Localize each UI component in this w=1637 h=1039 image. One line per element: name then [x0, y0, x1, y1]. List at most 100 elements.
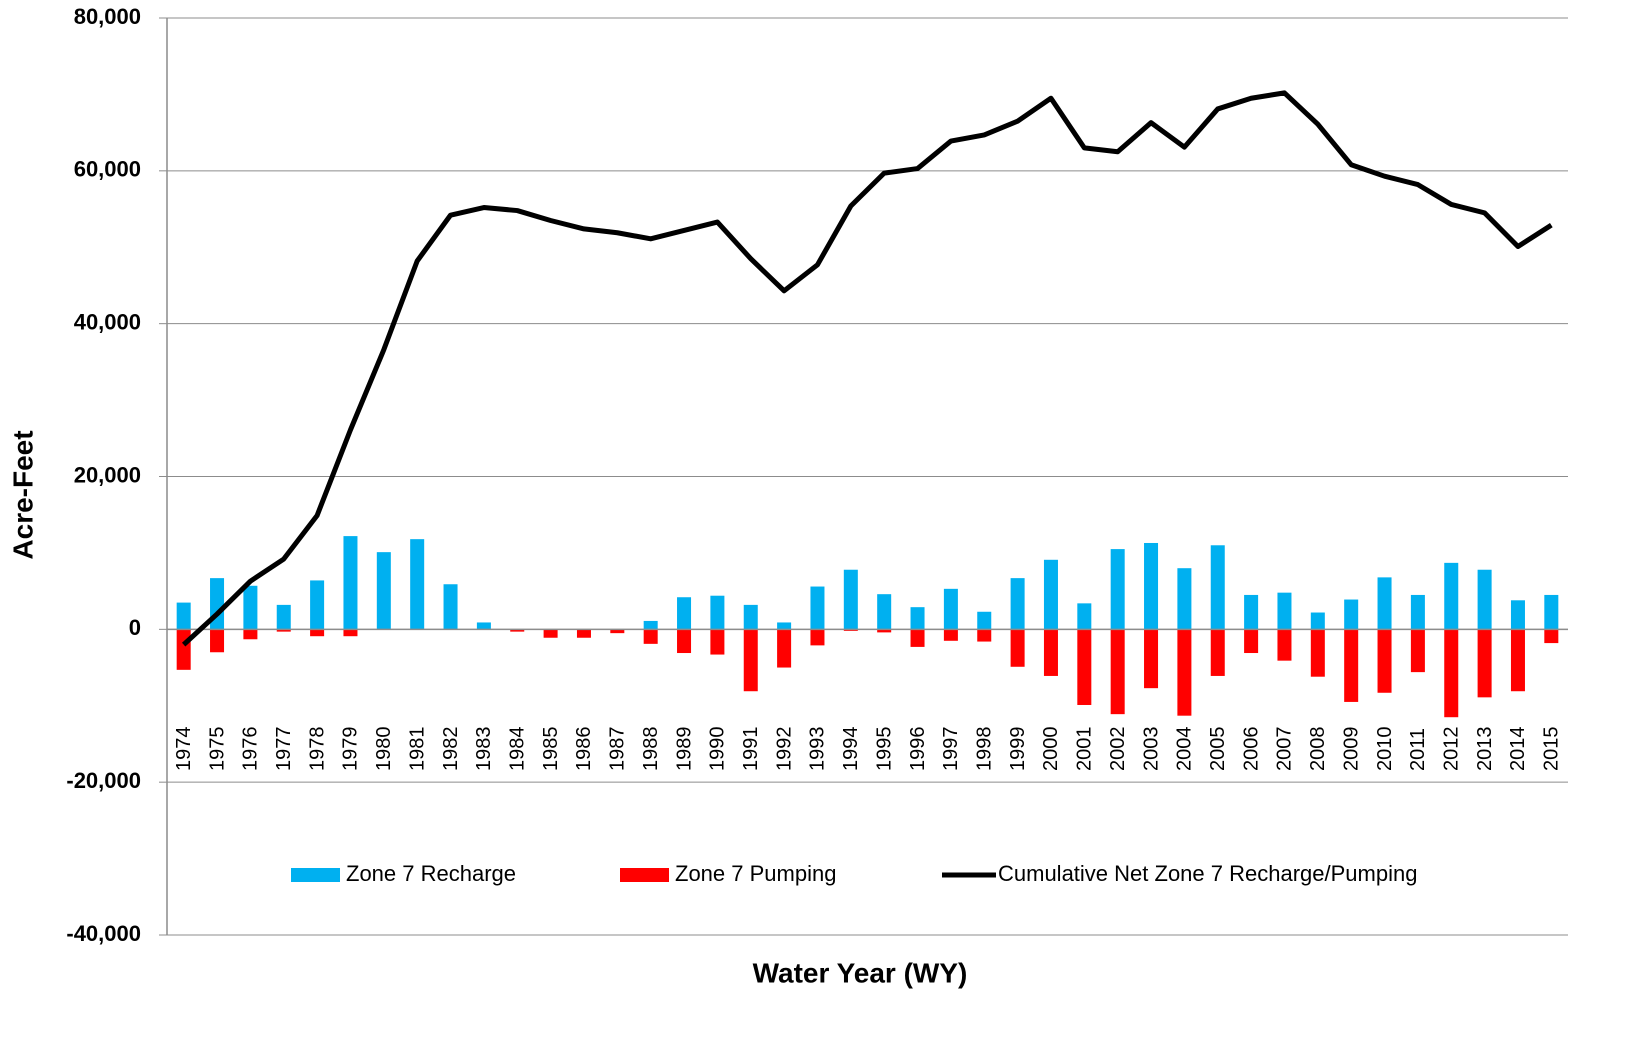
bar	[1377, 629, 1392, 693]
y-tick-label: 0	[129, 615, 141, 640]
bar	[1410, 629, 1425, 673]
x-tick-label: 1988	[640, 727, 662, 772]
bar	[910, 607, 925, 630]
x-tick-label: 1996	[907, 727, 929, 772]
x-tick-label: 1984	[507, 727, 529, 772]
bar	[1477, 569, 1492, 630]
bar	[1077, 603, 1092, 630]
x-tick-label: 2006	[1240, 727, 1262, 772]
bar	[1177, 629, 1192, 716]
legend-swatch	[291, 868, 340, 882]
x-tick-label: 2014	[1507, 727, 1529, 772]
x-tick-label: 1974	[173, 727, 195, 772]
bar	[543, 629, 558, 638]
bar	[943, 588, 958, 630]
bar	[176, 602, 191, 630]
bar	[1377, 577, 1392, 630]
x-tick-label: 1993	[807, 727, 829, 772]
bar	[610, 629, 625, 634]
bar	[510, 629, 525, 632]
x-tick-label: 1990	[707, 727, 729, 772]
x-tick-label: 2009	[1340, 727, 1362, 772]
x-tick-label: 1998	[974, 727, 996, 772]
bar	[343, 629, 358, 637]
x-tick-label: 1983	[473, 727, 495, 772]
x-axis-title: Water Year (WY)	[753, 957, 968, 988]
bar	[1177, 568, 1192, 630]
line	[181, 90, 1553, 647]
x-tick-label: 1999	[1007, 726, 1029, 771]
bar	[1277, 592, 1292, 630]
bar	[176, 629, 191, 670]
x-tick-label: 2010	[1374, 727, 1396, 772]
bar	[1077, 629, 1092, 705]
bar	[1010, 578, 1025, 630]
bar	[1310, 612, 1325, 630]
bar	[777, 629, 792, 668]
bar	[576, 629, 591, 638]
bar	[677, 629, 692, 654]
bar	[1444, 562, 1459, 630]
bar	[810, 629, 825, 646]
y-tick-label: 20,000	[74, 462, 141, 487]
legend-swatch	[620, 868, 669, 882]
x-tick-label: 1976	[240, 727, 262, 772]
bar	[243, 629, 258, 640]
bar	[410, 539, 425, 630]
x-tick-label: 1985	[540, 727, 562, 772]
bar	[1210, 629, 1225, 676]
bar	[943, 629, 958, 641]
bar	[1144, 542, 1159, 630]
y-tick-label: -20,000	[66, 768, 141, 793]
y-tick-label: 60,000	[74, 157, 141, 182]
bar	[1144, 629, 1159, 689]
bar	[1544, 629, 1559, 644]
y-axis-title: Acre-Feet	[7, 430, 38, 559]
x-tick-label: 2008	[1307, 727, 1329, 772]
bar	[310, 629, 325, 637]
x-tick-label: 1981	[406, 727, 428, 772]
legend-label: Cumulative Net Zone 7 Recharge/Pumping	[998, 861, 1417, 886]
x-tick-label: 2002	[1107, 727, 1129, 772]
bar	[910, 629, 925, 647]
bar	[877, 629, 892, 633]
bar	[1010, 629, 1025, 667]
y-tick-label: 80,000	[74, 4, 141, 29]
bar	[276, 629, 291, 632]
bar	[1043, 559, 1058, 630]
x-tick-label: 1980	[373, 727, 395, 772]
bar	[210, 629, 225, 653]
bar	[276, 604, 291, 630]
y-tick-label: 40,000	[74, 309, 141, 334]
bar	[743, 629, 758, 692]
bar	[743, 604, 758, 630]
bar	[310, 580, 325, 630]
bar	[843, 629, 858, 631]
bar	[476, 622, 491, 630]
bar	[1477, 629, 1492, 698]
bar	[1210, 545, 1225, 630]
bar	[777, 622, 792, 630]
bar	[243, 585, 258, 630]
bar	[643, 620, 658, 630]
bar	[977, 629, 992, 642]
x-tick-label: 1977	[273, 727, 295, 772]
bar	[1110, 629, 1125, 715]
bar	[343, 536, 358, 630]
x-tick-label: 2007	[1274, 727, 1296, 772]
x-tick-label: 2015	[1541, 727, 1563, 772]
x-tick-label: 2005	[1207, 727, 1229, 772]
x-tick-label: 1975	[206, 727, 228, 772]
x-tick-label: 2004	[1174, 727, 1196, 772]
bar	[1510, 629, 1525, 692]
bar	[710, 629, 725, 655]
bar	[643, 629, 658, 644]
bar	[1344, 629, 1359, 702]
bar	[1244, 594, 1259, 630]
bar	[677, 597, 692, 630]
bar	[376, 552, 391, 630]
bar	[1544, 594, 1559, 630]
x-tick-label: 2001	[1074, 727, 1096, 772]
